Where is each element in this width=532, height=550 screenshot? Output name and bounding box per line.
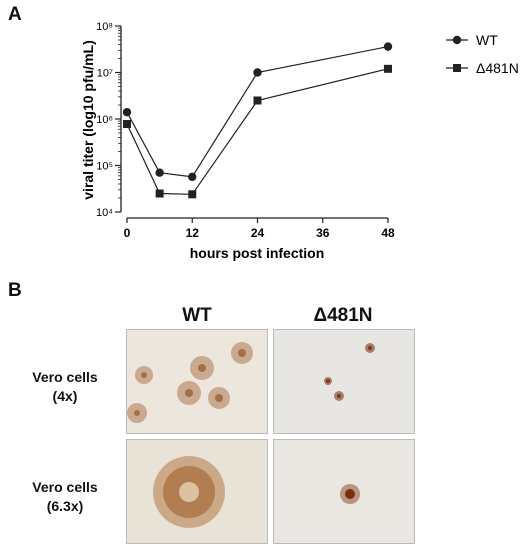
data-point-wt xyxy=(122,108,132,117)
data-point-wt xyxy=(155,168,164,177)
data-point-mutant xyxy=(253,96,262,105)
x-tick-label: 24 xyxy=(251,226,265,240)
data-point-mutant xyxy=(123,120,131,129)
y-tick-label: 10⁶ xyxy=(96,114,113,126)
legend-label-0: WT xyxy=(476,32,498,48)
row-label-6-3x-line1: Vero cells xyxy=(32,479,98,495)
y-tick-label: 10⁵ xyxy=(96,161,113,173)
legend-label-1: Δ481N xyxy=(476,60,519,76)
column-title-wt: WT xyxy=(182,305,212,326)
row-label-6-3x-line2: (6.3x) xyxy=(46,498,84,514)
micrograph-mutant-4x xyxy=(273,329,415,434)
y-axis-label: viral titer (log10 pfu/mL) xyxy=(80,40,96,199)
data-point-mutant xyxy=(384,64,392,73)
y-tick-label: 10⁷ xyxy=(97,68,113,80)
micrograph-mutant-6-3x xyxy=(273,439,415,544)
row-label-4x-line2: (4x) xyxy=(52,388,78,404)
y-tick-label: 10⁸ xyxy=(96,21,113,33)
viral-titer-chart: 10⁴ 10⁵ 10⁶ 10⁷ 10⁸ 0 12 24 36 48 WT Δ481N hours p… xyxy=(80,21,519,261)
column-title-mutant: Δ481N xyxy=(313,305,373,326)
chart-marks xyxy=(122,42,393,199)
data-point-wt xyxy=(383,42,393,51)
series-line-0 xyxy=(126,46,389,178)
row-label-4x-line1: Vero cells xyxy=(32,369,98,385)
y-tick-label: 10⁴ xyxy=(96,207,113,219)
x-tick-label: 36 xyxy=(316,226,330,240)
row-label-6-3x: Vero cells (6.3x) xyxy=(10,478,120,516)
x-axis-label: hours post infection xyxy=(190,245,325,261)
x-tick-label: 48 xyxy=(381,226,395,240)
x-tick-label: 0 xyxy=(124,226,131,240)
chart-axes: 10⁴ 10⁵ 10⁶ 10⁷ 10⁸ 0 12 24 36 48 xyxy=(96,21,395,240)
row-label-4x: Vero cells (4x) xyxy=(10,368,120,406)
legend-marker-wt xyxy=(452,35,462,45)
legend-marker-mutant xyxy=(453,64,461,72)
data-point-mutant xyxy=(188,190,197,199)
data-point-wt xyxy=(188,172,197,182)
micrograph-wt-6-3x xyxy=(126,439,268,544)
series-line-1 xyxy=(126,68,389,195)
panel-b-letter: B xyxy=(8,280,22,301)
chart-legend: WT Δ481N xyxy=(446,32,519,76)
panel-a-letter: A xyxy=(8,4,22,25)
x-tick-label: 12 xyxy=(186,226,200,240)
micrograph-wt-4x xyxy=(126,329,268,434)
data-point-mutant xyxy=(155,189,164,198)
data-point-wt xyxy=(253,68,262,77)
